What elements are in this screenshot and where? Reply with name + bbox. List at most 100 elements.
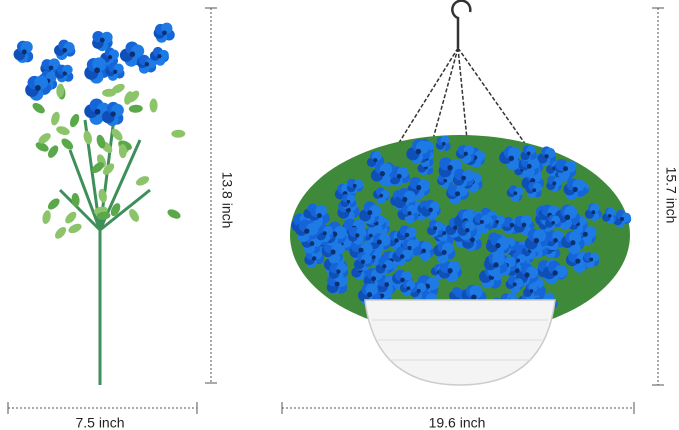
flower [457,220,478,240]
flower-center [455,191,461,197]
basket [364,299,556,386]
leaf [51,111,60,126]
leaf [118,144,127,159]
flower-center [382,264,387,269]
flower-center [367,210,373,216]
flower [393,187,416,211]
flower-center [396,173,402,179]
flower-center [407,211,412,216]
flower [366,151,385,169]
flower [505,275,524,294]
petal [474,150,486,162]
flower-center [441,141,446,146]
flower-center [526,163,532,169]
flower-center [402,196,408,202]
flower-center [524,272,530,278]
flower [353,252,373,271]
flower [438,260,462,283]
petal [440,135,450,145]
flower [486,233,510,258]
flower-center [110,111,116,117]
leaf [69,113,80,128]
flower-center [311,256,317,261]
flower [612,209,632,228]
flower [392,269,413,290]
flower-center [508,155,515,161]
flower [472,213,491,231]
flower [484,252,508,277]
flower-center [443,178,448,183]
flower-center [521,222,527,228]
flower [452,168,475,189]
leaf [135,176,150,186]
flower [372,187,390,205]
flower [455,145,475,164]
leaf [68,223,82,234]
flower [546,175,563,192]
hook [451,0,472,48]
flower [542,260,568,285]
petal [380,189,390,199]
flower [316,224,334,243]
flower-center [493,262,499,268]
flower [105,62,125,81]
flower-center [552,270,558,276]
flower-center [336,269,341,274]
leaf [98,188,107,203]
flower [563,178,587,200]
flower-center [157,54,162,59]
flower-center [453,225,458,230]
leaf [38,133,51,144]
flower [54,39,76,61]
hanger [381,0,541,171]
flower-center [367,292,373,298]
leaf [110,203,121,217]
flower-center [376,239,382,245]
flower-center [309,241,315,246]
flower [153,22,175,43]
width-label: 19.6 inch [429,415,486,430]
flower-center [144,61,150,67]
flower [321,241,344,264]
flower [523,282,540,299]
flower-center [94,67,101,74]
petal [158,49,169,60]
leaf [96,134,106,149]
flower [407,176,431,200]
flower-center [62,71,67,76]
petal [514,278,524,288]
leaf [61,138,74,150]
leaf [47,198,60,210]
height-label: 13.8 inch [219,172,235,229]
leaf [129,209,139,222]
flower [301,232,323,254]
leaf [83,130,92,145]
flower-center [529,289,534,293]
flower-center [369,233,373,238]
leaf [149,98,158,113]
flower-center [162,30,167,36]
flower-center [479,219,484,224]
flower [518,156,540,178]
flower [435,135,451,152]
leaf [47,145,59,158]
flower [433,241,456,264]
leaf [42,210,51,225]
flower-center [358,247,364,253]
flower [554,204,580,230]
leaf [128,104,143,113]
flower [340,193,357,209]
leaf [71,193,80,207]
flower-center [416,185,422,191]
flower-center [509,222,515,228]
flower-bouquet [13,22,186,385]
basket-bowl [364,299,556,386]
leaf [32,102,45,114]
leaf [56,126,70,135]
flower [513,214,535,236]
flower [92,30,113,52]
flower-center [129,51,136,57]
flower [119,41,145,67]
leaf [171,129,186,138]
